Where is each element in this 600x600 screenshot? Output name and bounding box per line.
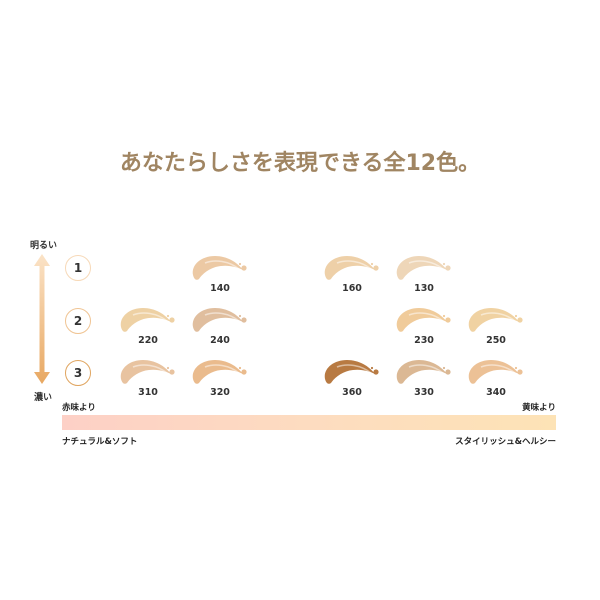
- shade-swatch-160: 160: [320, 253, 384, 299]
- foundation-swatch-icon: [192, 360, 247, 384]
- level-1-badge: 1: [65, 255, 91, 281]
- shade-number: 240: [210, 335, 230, 346]
- natural-soft-caption: ナチュラル&ソフト: [62, 437, 138, 447]
- foundation-swatch-icon: [396, 360, 451, 384]
- shade-swatch-230: 230: [392, 305, 456, 351]
- shade-number: 330: [414, 387, 434, 398]
- level-2-badge: 2: [65, 308, 91, 334]
- yellowish-label: 黄味より: [522, 403, 556, 413]
- foundation-swatch-icon: [120, 360, 175, 384]
- foundation-swatch-icon: [396, 256, 451, 280]
- shade-swatch-240: 240: [188, 305, 252, 351]
- shade-number: 220: [138, 335, 158, 346]
- dark-label: 濃い: [34, 393, 53, 403]
- shade-swatch-250: 250: [464, 305, 528, 351]
- shade-number: 320: [210, 387, 230, 398]
- shade-number: 130: [414, 283, 434, 294]
- foundation-swatch-icon: [192, 308, 247, 332]
- page-title: あなたらしさを表現できる全12色。: [119, 151, 481, 176]
- undertone-gradient-bar: [62, 415, 556, 430]
- reddish-label: 赤味より: [62, 403, 96, 413]
- foundation-swatch-icon: [324, 360, 379, 384]
- shade-swatch-320: 320: [188, 357, 252, 403]
- bright-label: 明るい: [30, 241, 58, 251]
- foundation-swatch-icon: [396, 308, 451, 332]
- level-3-badge: 3: [65, 360, 91, 386]
- shade-swatch-220: 220: [116, 305, 180, 351]
- shade-swatch-130: 130: [392, 253, 456, 299]
- foundation-swatch-icon: [324, 256, 379, 280]
- shade-swatch-360: 360: [320, 357, 384, 403]
- shade-swatch-340: 340: [464, 357, 528, 403]
- shade-number: 310: [138, 387, 158, 398]
- shade-number: 360: [342, 387, 362, 398]
- shade-swatch-330: 330: [392, 357, 456, 403]
- shade-number: 340: [486, 387, 506, 398]
- shade-swatch-310: 310: [116, 357, 180, 403]
- foundation-swatch-icon: [120, 308, 175, 332]
- shade-number: 160: [342, 283, 362, 294]
- shade-number: 140: [210, 283, 230, 294]
- brightness-arrow-icon: [34, 254, 50, 384]
- foundation-swatch-icon: [468, 360, 523, 384]
- stylish-healthy-caption: スタイリッシュ&ヘルシー: [455, 437, 556, 447]
- shade-swatch-140: 140: [188, 253, 252, 299]
- foundation-swatch-icon: [468, 308, 523, 332]
- shade-number: 230: [414, 335, 434, 346]
- shade-number: 250: [486, 335, 506, 346]
- foundation-swatch-icon: [192, 256, 247, 280]
